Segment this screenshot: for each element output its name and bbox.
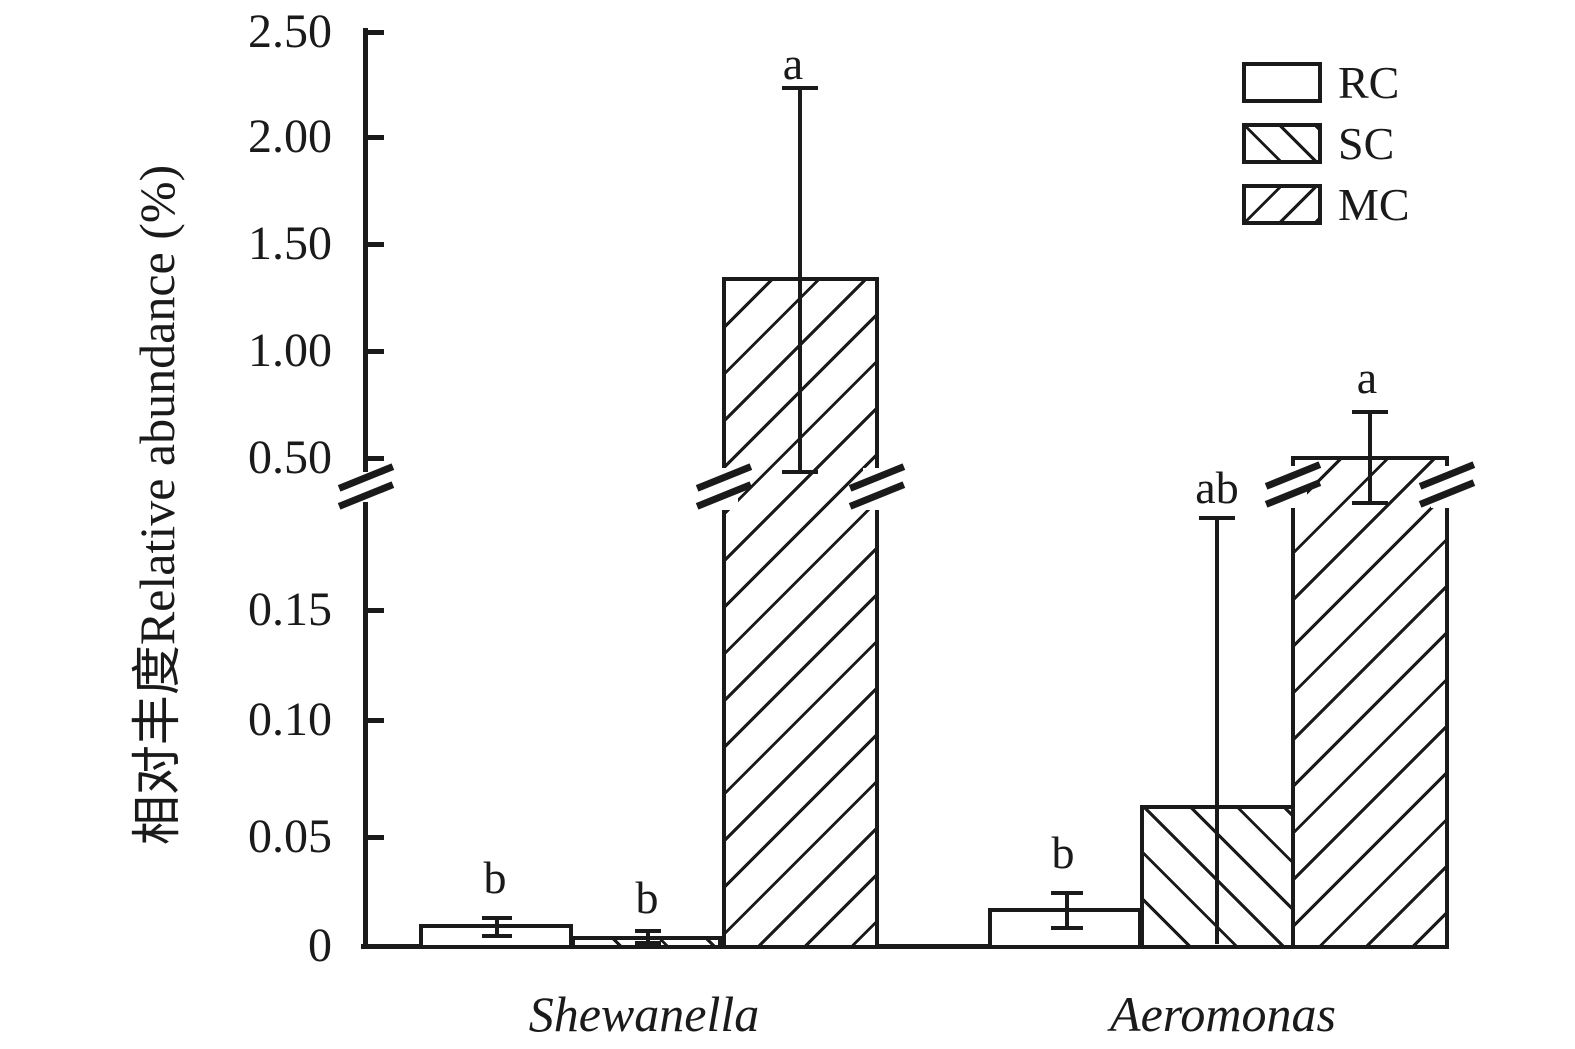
error-bar-shewanella-mc — [798, 86, 802, 474]
x-category-label-shewanella: Shewanella — [528, 986, 760, 1042]
y-axis-tick — [368, 242, 384, 247]
error-bar-cap — [635, 929, 661, 933]
sig-letter-aeromonas-sc: ab — [1195, 462, 1239, 513]
error-bar-aeromonas-rc — [1065, 891, 1069, 930]
y-axis-tick — [368, 135, 384, 140]
legend-label-sc: SC — [1338, 118, 1395, 169]
y-tick-label: 0.50 — [248, 431, 332, 484]
error-bar-cap — [482, 916, 512, 920]
y-tick-label: 1.00 — [248, 324, 332, 377]
error-bar-cap — [1352, 410, 1388, 414]
legend-swatch-sc — [1242, 123, 1322, 164]
y-tick-label: 2.50 — [248, 5, 332, 58]
y-tick-label: 0.10 — [248, 693, 332, 746]
y-axis-tick — [368, 30, 384, 35]
error-bar-cap — [1051, 891, 1083, 895]
y-axis-tick — [368, 835, 384, 840]
y-axis-line-upper — [363, 28, 368, 472]
error-bar-cap — [1051, 926, 1083, 930]
error-bar-shewanella-rc — [495, 916, 499, 938]
error-bar-cap — [1199, 516, 1235, 520]
legend-label-mc: MC — [1338, 179, 1410, 230]
error-bar-aeromonas-sc — [1215, 516, 1219, 944]
error-bar-aeromonas-mc — [1368, 410, 1372, 505]
sig-letter-aeromonas-mc: a — [1356, 352, 1378, 403]
y-axis-title: 相对丰度Relative abundance (%) — [129, 164, 185, 846]
sig-letter-shewanella-rc: b — [483, 852, 507, 903]
error-bar-cap — [635, 941, 661, 945]
y-tick-label: 0 — [308, 919, 332, 972]
y-axis-tick — [368, 718, 384, 723]
error-bar-cap — [482, 934, 512, 938]
x-category-label-aeromonas: Aeromonas — [1110, 986, 1336, 1042]
y-axis-tick — [368, 608, 384, 613]
bar-aeromonas-mc — [1291, 456, 1449, 949]
y-axis-line-lower — [363, 502, 368, 949]
y-tick-label: 2.00 — [248, 110, 332, 163]
error-bar-cap — [782, 86, 818, 90]
legend-swatch-mc — [1242, 184, 1322, 225]
y-tick-label: 1.50 — [248, 217, 332, 270]
sig-letter-aeromonas-rc: b — [1051, 827, 1075, 878]
y-axis-tick — [368, 456, 384, 461]
sig-letter-shewanella-mc: a — [782, 38, 804, 89]
error-bar-cap — [1352, 501, 1388, 505]
y-axis-tick — [368, 349, 384, 354]
error-bar-shewanella-sc — [646, 929, 650, 945]
legend-swatch-rc — [1242, 62, 1322, 103]
x-axis-line — [361, 944, 1449, 949]
legend-label-rc: RC — [1338, 57, 1400, 108]
y-tick-label: 0.05 — [248, 810, 332, 863]
sig-letter-shewanella-sc: b — [635, 872, 659, 923]
y-tick-label: 0.15 — [248, 583, 332, 636]
error-bar-cap — [782, 470, 818, 474]
